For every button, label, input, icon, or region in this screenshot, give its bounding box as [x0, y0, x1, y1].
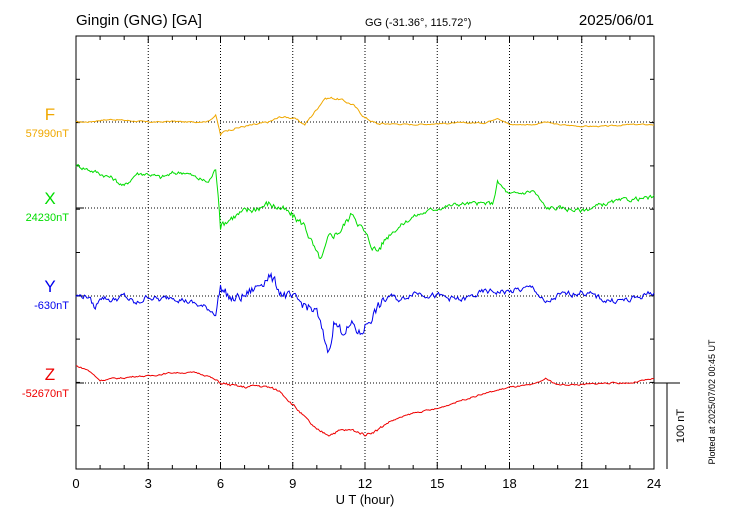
series-labels: F 57990nT X 24230nT Y -630nT Z -52670nT — [22, 105, 69, 400]
series-name-y: Y — [44, 277, 55, 296]
station-coords: GG (-31.36°, 115.72°) — [365, 17, 471, 29]
trace-x — [75, 164, 655, 260]
x-tick-label: 6 — [217, 476, 224, 491]
series-baseline-x: 24230nT — [26, 212, 70, 224]
x-tick-label: 12 — [358, 476, 372, 491]
axis-ticks: 0 3 6 9 12 15 18 21 24 — [72, 35, 661, 491]
trace-z — [75, 365, 655, 437]
series-baseline-y: -630nT — [34, 300, 69, 312]
trace-y — [75, 271, 655, 354]
x-tick-label: 3 — [145, 476, 152, 491]
x-tick-label: 15 — [430, 476, 444, 491]
x-tick-label: 18 — [502, 476, 516, 491]
grid — [76, 36, 654, 469]
traces — [75, 96, 655, 437]
x-tick-label: 9 — [289, 476, 296, 491]
x-tick-label: 21 — [575, 476, 589, 491]
x-tick-label: 24 — [647, 476, 661, 491]
series-name-z: Z — [45, 365, 55, 384]
series-name-f: F — [45, 105, 55, 124]
x-axis-label: U T (hour) — [336, 492, 395, 507]
plotted-timestamp: Plotted at 2025/07/02 00:45 UT — [707, 339, 717, 465]
series-baseline-f: 57990nT — [26, 128, 70, 140]
x-tick-label: 0 — [72, 476, 79, 491]
station-title: Gingin (GNG) [GA] — [76, 12, 202, 29]
series-name-x: X — [44, 189, 55, 208]
trace-f — [75, 96, 655, 137]
plot-date: 2025/06/01 — [579, 12, 654, 29]
scale-bar: 100 nT — [654, 382, 687, 469]
scale-bar-label: 100 nT — [675, 409, 687, 444]
series-baseline-z: -52670nT — [22, 388, 69, 400]
